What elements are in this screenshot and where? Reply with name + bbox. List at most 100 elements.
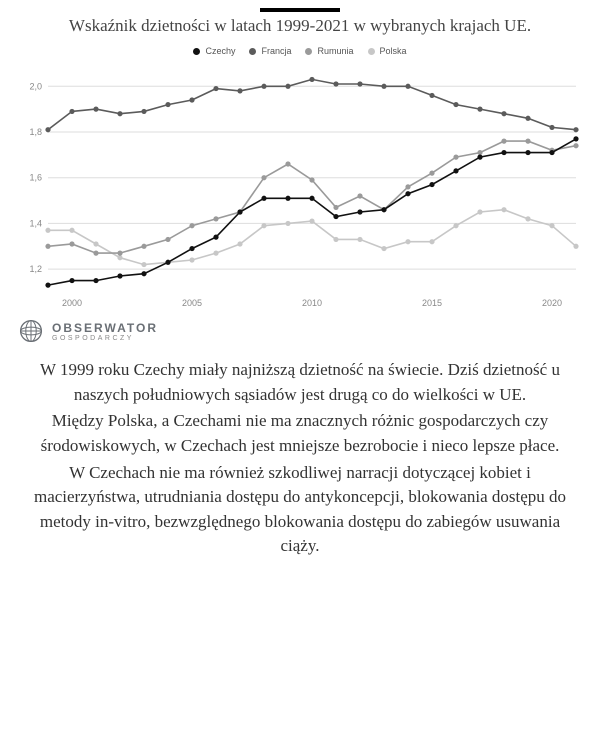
- data-point: [237, 241, 242, 246]
- data-point: [573, 127, 578, 132]
- data-point: [117, 273, 122, 278]
- chart-svg: 1,21,41,61,82,020002005201020152020: [18, 62, 582, 312]
- svg-text:2015: 2015: [422, 298, 442, 308]
- data-point: [213, 251, 218, 256]
- svg-text:2005: 2005: [182, 298, 202, 308]
- data-point: [333, 81, 338, 86]
- fertility-chart: 1,21,41,61,82,020002005201020152020: [18, 62, 582, 312]
- data-point: [573, 136, 578, 141]
- brand-line1: OBSERWATOR: [52, 321, 158, 335]
- data-point: [501, 139, 506, 144]
- data-point: [405, 239, 410, 244]
- data-point: [45, 228, 50, 233]
- data-point: [189, 257, 194, 262]
- data-point: [549, 125, 554, 130]
- svg-text:2010: 2010: [302, 298, 322, 308]
- data-point: [45, 127, 50, 132]
- svg-text:2,0: 2,0: [29, 81, 42, 91]
- body-text: W 1999 roku Czechy miały najniższą dziet…: [18, 358, 582, 559]
- svg-text:1,6: 1,6: [29, 173, 42, 183]
- data-point: [453, 102, 458, 107]
- legend-item: Polska: [368, 46, 407, 56]
- data-point: [405, 84, 410, 89]
- svg-text:1,2: 1,2: [29, 264, 42, 274]
- chart-legend: CzechyFrancjaRumuniaPolska: [18, 46, 582, 56]
- data-point: [429, 239, 434, 244]
- data-point: [381, 246, 386, 251]
- data-point: [453, 223, 458, 228]
- data-point: [501, 150, 506, 155]
- data-point: [69, 109, 74, 114]
- data-point: [93, 251, 98, 256]
- data-point: [213, 235, 218, 240]
- brand-text: OBSERWATOR GOSPODARCZY: [52, 321, 158, 342]
- data-point: [477, 155, 482, 160]
- data-point: [525, 150, 530, 155]
- data-point: [357, 81, 362, 86]
- data-point: [405, 191, 410, 196]
- data-point: [285, 84, 290, 89]
- data-point: [213, 86, 218, 91]
- series-line: [48, 210, 576, 265]
- data-point: [165, 237, 170, 242]
- data-point: [189, 223, 194, 228]
- data-point: [285, 161, 290, 166]
- data-point: [261, 223, 266, 228]
- data-point: [309, 219, 314, 224]
- data-point: [501, 111, 506, 116]
- data-point: [213, 216, 218, 221]
- data-point: [45, 283, 50, 288]
- data-point: [69, 241, 74, 246]
- body-paragraph: W Czechach nie ma również szkodliwej nar…: [22, 461, 578, 560]
- data-point: [525, 139, 530, 144]
- series-line: [48, 79, 576, 129]
- data-point: [45, 244, 50, 249]
- data-point: [165, 260, 170, 265]
- legend-label: Czechy: [205, 46, 235, 56]
- legend-label: Francja: [261, 46, 291, 56]
- data-point: [141, 271, 146, 276]
- data-point: [333, 205, 338, 210]
- data-point: [261, 175, 266, 180]
- data-point: [501, 207, 506, 212]
- legend-label: Polska: [380, 46, 407, 56]
- data-point: [453, 168, 458, 173]
- data-point: [285, 221, 290, 226]
- body-paragraph: Między Polska, a Czechami nie ma znaczny…: [22, 409, 578, 458]
- data-point: [93, 241, 98, 246]
- data-point: [309, 196, 314, 201]
- body-paragraph: W 1999 roku Czechy miały najniższą dziet…: [22, 358, 578, 407]
- legend-item: Czechy: [193, 46, 235, 56]
- data-point: [309, 177, 314, 182]
- data-point: [237, 209, 242, 214]
- data-point: [357, 209, 362, 214]
- data-point: [309, 77, 314, 82]
- svg-text:1,8: 1,8: [29, 127, 42, 137]
- data-point: [429, 93, 434, 98]
- data-point: [573, 244, 578, 249]
- page: Wskaźnik dzietności w latach 1999-2021 w…: [0, 0, 600, 559]
- data-point: [93, 278, 98, 283]
- data-point: [477, 107, 482, 112]
- data-point: [429, 182, 434, 187]
- data-point: [117, 111, 122, 116]
- data-point: [381, 84, 386, 89]
- data-point: [117, 251, 122, 256]
- data-point: [93, 107, 98, 112]
- data-point: [237, 88, 242, 93]
- data-point: [261, 84, 266, 89]
- data-point: [189, 246, 194, 251]
- data-point: [69, 278, 74, 283]
- data-point: [357, 193, 362, 198]
- svg-text:2020: 2020: [542, 298, 562, 308]
- svg-text:2000: 2000: [62, 298, 82, 308]
- data-point: [141, 109, 146, 114]
- data-point: [549, 150, 554, 155]
- top-accent-bar: [260, 8, 340, 12]
- data-point: [381, 207, 386, 212]
- data-point: [429, 171, 434, 176]
- brand-block: OBSERWATOR GOSPODARCZY: [18, 318, 582, 344]
- data-point: [405, 184, 410, 189]
- data-point: [117, 255, 122, 260]
- data-point: [333, 214, 338, 219]
